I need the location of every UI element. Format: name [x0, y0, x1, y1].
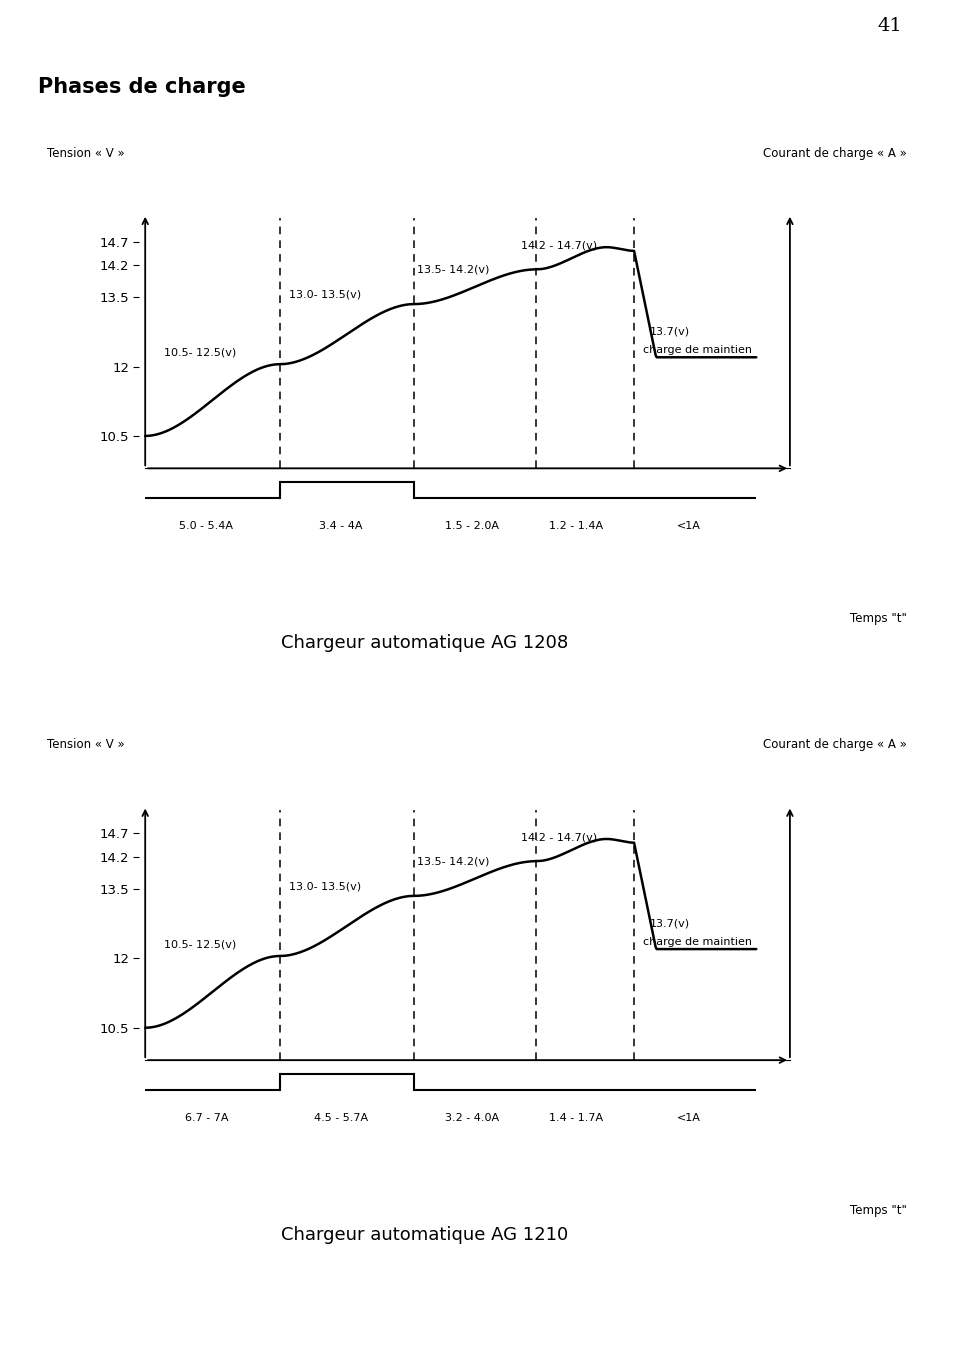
- Text: 13.0- 13.5(v): 13.0- 13.5(v): [289, 881, 360, 892]
- Text: 41: 41: [877, 17, 901, 35]
- Text: 10.5- 12.5(v): 10.5- 12.5(v): [163, 939, 235, 950]
- Text: Temps "t": Temps "t": [849, 1204, 906, 1217]
- Text: 6.7 - 7A: 6.7 - 7A: [184, 1112, 228, 1123]
- Text: 1.4 - 1.7A: 1.4 - 1.7A: [548, 1112, 602, 1123]
- Text: 14.2 - 14.7(v): 14.2 - 14.7(v): [520, 833, 597, 842]
- Text: 3.2 - 4.0A: 3.2 - 4.0A: [445, 1112, 498, 1123]
- Text: charge de maintien: charge de maintien: [642, 937, 752, 947]
- Text: FR: FR: [766, 19, 787, 32]
- Text: <1A: <1A: [677, 1112, 700, 1123]
- Text: Courant de charge « A »: Courant de charge « A »: [762, 147, 906, 160]
- Text: 4.5 - 5.7A: 4.5 - 5.7A: [314, 1112, 368, 1123]
- Text: Chargeur automatique AG 1210: Chargeur automatique AG 1210: [280, 1227, 567, 1244]
- Text: charge de maintien: charge de maintien: [642, 346, 752, 355]
- Text: Chargeur automatique AG 1208: Chargeur automatique AG 1208: [280, 635, 567, 652]
- Text: 13.7(v): 13.7(v): [649, 919, 689, 928]
- Text: 1.2 - 1.4A: 1.2 - 1.4A: [548, 521, 602, 531]
- Text: 13.7(v): 13.7(v): [649, 327, 689, 336]
- Text: Courant de charge « A »: Courant de charge « A »: [762, 738, 906, 752]
- Text: Phases de charge: Phases de charge: [38, 78, 246, 97]
- Text: 3.4 - 4A: 3.4 - 4A: [318, 521, 362, 531]
- Text: 13.0- 13.5(v): 13.0- 13.5(v): [289, 289, 360, 300]
- Text: 14.2 - 14.7(v): 14.2 - 14.7(v): [520, 241, 597, 250]
- Text: 10.5- 12.5(v): 10.5- 12.5(v): [163, 347, 235, 358]
- Text: 5.0 - 5.4A: 5.0 - 5.4A: [179, 521, 233, 531]
- Text: 1.5 - 2.0A: 1.5 - 2.0A: [445, 521, 498, 531]
- Text: 13.5- 14.2(v): 13.5- 14.2(v): [416, 265, 489, 274]
- Text: 13.5- 14.2(v): 13.5- 14.2(v): [416, 857, 489, 866]
- Text: Tension « V »: Tension « V »: [47, 147, 125, 160]
- Text: Temps "t": Temps "t": [849, 612, 906, 625]
- Text: <1A: <1A: [677, 521, 700, 531]
- Text: Tension « V »: Tension « V »: [47, 738, 125, 752]
